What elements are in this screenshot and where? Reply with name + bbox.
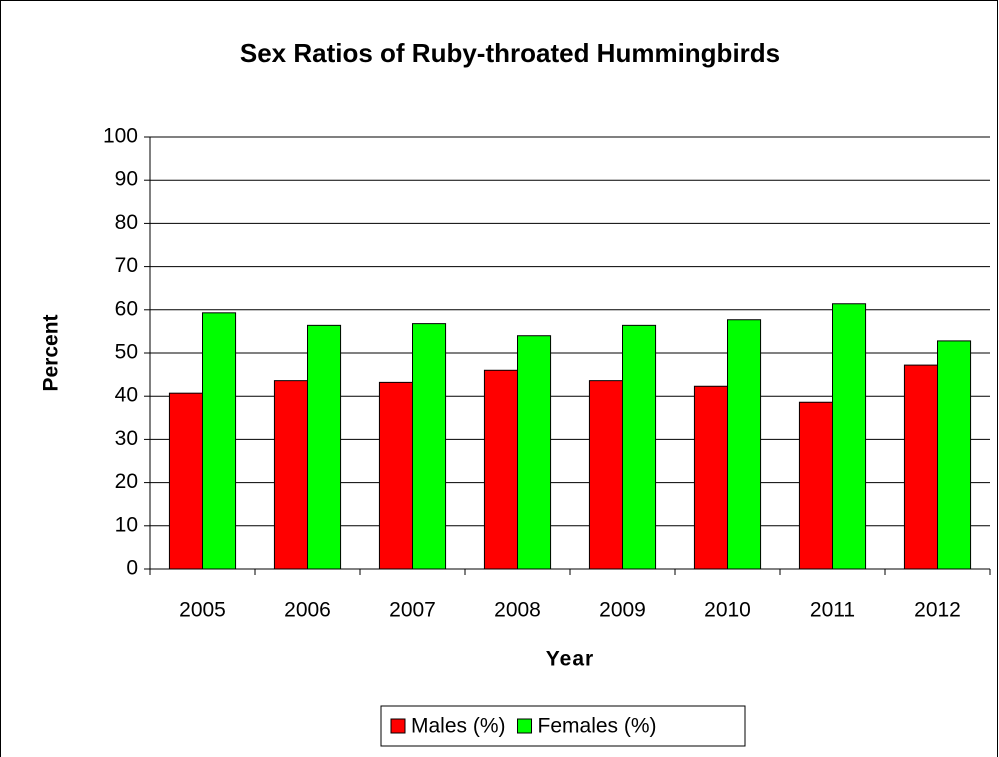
x-tick-label: 2006 [284, 599, 331, 622]
bar [937, 340, 972, 570]
legend: Males (%) Females (%) [380, 705, 746, 747]
x-tick-label: 2008 [494, 599, 541, 622]
bar [412, 323, 447, 570]
y-tick-label: 70 [115, 254, 138, 277]
y-tick-label: 100 [103, 125, 138, 148]
bar [168, 392, 204, 570]
x-tick-label: 2010 [704, 599, 751, 622]
legend-label: Females (%) [538, 715, 657, 738]
y-tick-label: 0 [126, 557, 138, 580]
y-tick-label: 20 [115, 470, 138, 493]
legend-swatch [390, 718, 406, 734]
bar [798, 401, 833, 570]
x-tick-label: 2007 [389, 599, 436, 622]
bar [517, 335, 552, 570]
bar [727, 319, 762, 570]
bar [307, 324, 342, 570]
bar [483, 369, 518, 570]
legend-swatch [517, 718, 533, 734]
bar [903, 364, 938, 570]
y-tick-label: 80 [115, 211, 138, 234]
y-axis-label: Percent [40, 314, 63, 391]
y-tick-label: 10 [115, 513, 138, 536]
y-tick-label: 90 [115, 168, 138, 191]
bar [202, 312, 237, 570]
chart-title: Sex Ratios of Ruby-throated Hummingbirds [240, 38, 780, 68]
y-tick-label: 50 [115, 341, 138, 364]
bar [588, 380, 623, 570]
x-tick-label: 2011 [810, 599, 855, 622]
legend-box [380, 705, 746, 747]
y-tick-label: 40 [115, 384, 138, 407]
bar [832, 303, 867, 570]
legend-label: Males (%) [411, 715, 506, 738]
y-tick-label: 60 [115, 297, 138, 320]
bar [273, 380, 308, 570]
bar [378, 381, 413, 570]
bar [693, 385, 728, 570]
x-axis-label: Year [546, 648, 594, 671]
x-tick-label: 2009 [599, 599, 646, 622]
y-tick-label: 30 [115, 427, 138, 450]
x-tick-label: 2012 [914, 599, 961, 622]
x-tick-label: 2005 [179, 599, 226, 622]
bar [622, 324, 657, 570]
